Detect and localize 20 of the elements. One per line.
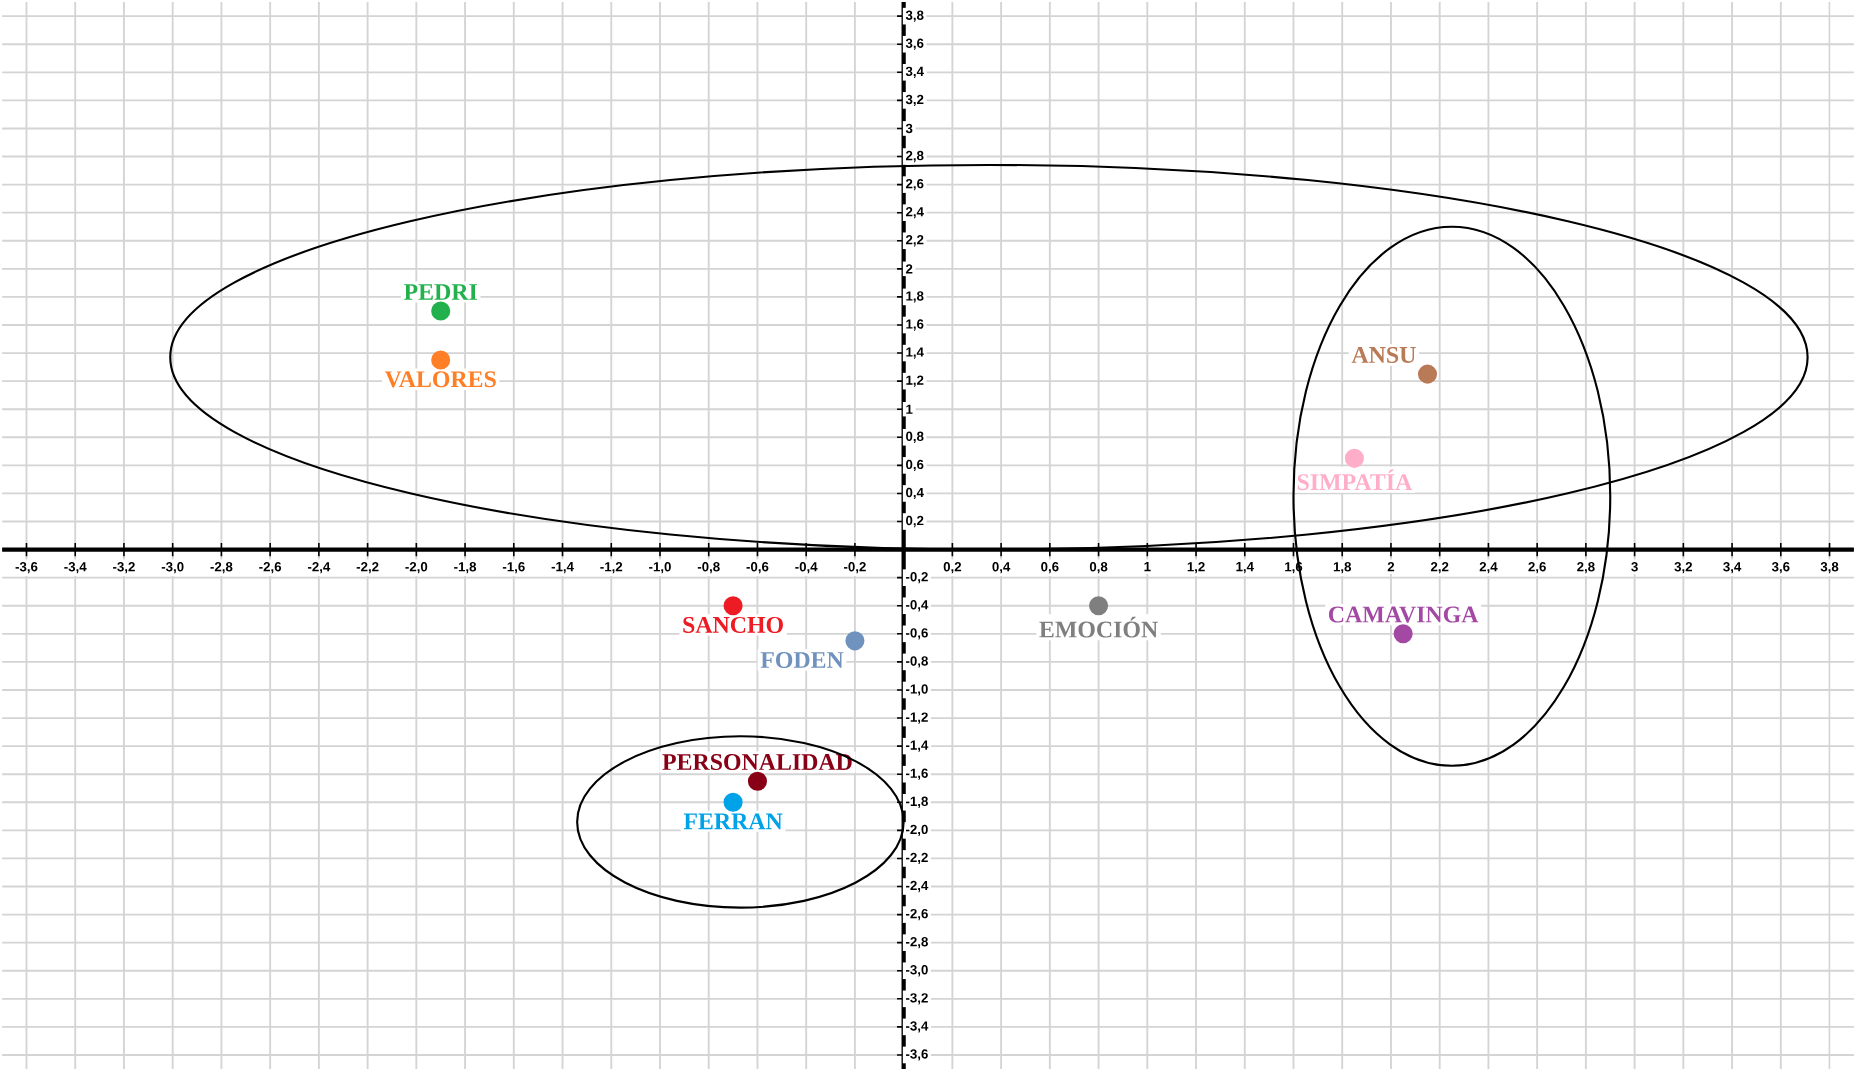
series-label: CAMAVINGA: [1328, 606, 1479, 624]
point: [747, 772, 767, 792]
point: [431, 301, 451, 321]
series-label: PERSONALIDAD: [662, 754, 852, 771]
series-label: SIMPATÍA: [1297, 469, 1413, 491]
series-label: VALORES: [384, 371, 496, 388]
series-label: EMOCIÓN: [1039, 617, 1158, 639]
point: [845, 631, 865, 651]
series-label: SANCHO: [683, 617, 783, 634]
point: [1344, 449, 1364, 469]
series-label: PEDRI: [404, 284, 478, 301]
point: [723, 793, 743, 813]
series-label: ANSU: [1351, 347, 1416, 364]
point: [1393, 624, 1413, 644]
point: [1089, 596, 1109, 616]
point: [723, 596, 743, 616]
point: [1417, 365, 1438, 385]
series-label: FERRAN: [683, 813, 783, 830]
series-label: FODEN: [760, 652, 844, 669]
point: [431, 350, 451, 371]
